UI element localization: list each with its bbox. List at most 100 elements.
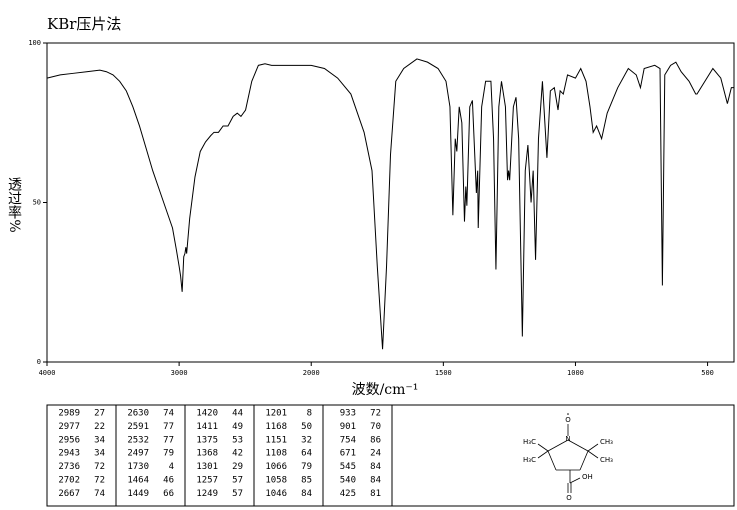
peak-wavenumber: 754 — [340, 435, 356, 445]
peak-wavenumber: 2956 — [58, 435, 80, 445]
peak-transmittance: 22 — [94, 422, 105, 432]
bond — [579, 450, 589, 471]
peak-transmittance: 42 — [232, 449, 243, 459]
atom-label: CH₃ — [600, 438, 613, 446]
peak-wavenumber: 2736 — [58, 462, 80, 472]
peak-wavenumber: 933 — [340, 409, 356, 419]
x-tick-label: 1500 — [435, 369, 452, 377]
atom-label: CH₃ — [600, 456, 613, 464]
bond — [587, 443, 599, 452]
x-tick-label: 3000 — [171, 369, 188, 377]
peak-transmittance: 49 — [232, 422, 243, 432]
atom-label: H₃C — [523, 456, 536, 464]
peak-wavenumber: 901 — [340, 422, 356, 432]
peak-wavenumber: 671 — [340, 449, 356, 459]
peak-wavenumber: 545 — [340, 462, 356, 472]
peak-wavenumber: 1108 — [265, 449, 287, 459]
peak-transmittance: 64 — [301, 449, 312, 459]
peak-wavenumber: 540 — [340, 476, 356, 486]
peak-wavenumber: 2591 — [127, 422, 149, 432]
peak-transmittance: 84 — [301, 489, 312, 499]
atom-label: O — [565, 416, 571, 424]
peak-wavenumber: 1420 — [196, 409, 218, 419]
bond — [547, 450, 557, 471]
radical-dot — [567, 413, 569, 415]
bond — [569, 477, 581, 484]
peak-wavenumber: 1249 — [196, 489, 218, 499]
peak-wavenumber: 1168 — [265, 422, 287, 432]
x-tick-label: 4000 — [39, 369, 56, 377]
peak-wavenumber: 1058 — [265, 476, 287, 486]
peak-transmittance: 8 — [307, 409, 312, 419]
structure-labels: O N H₃C H₃C CH₃ CH₃ OH O — [523, 413, 613, 502]
peak-wavenumber: 2667 — [58, 489, 80, 499]
peak-transmittance: 77 — [163, 435, 174, 445]
peak-wavenumber: 1375 — [196, 435, 218, 445]
peak-transmittance: 29 — [232, 462, 243, 472]
chart-title: KBr压片法 — [47, 15, 121, 33]
peak-transmittance: 81 — [370, 489, 381, 499]
peak-wavenumber: 1449 — [127, 489, 149, 499]
peak-transmittance: 86 — [370, 435, 381, 445]
peak-transmittance: 32 — [301, 435, 312, 445]
peak-transmittance: 79 — [163, 449, 174, 459]
atom-label: OH — [582, 473, 593, 481]
peak-transmittance: 50 — [301, 422, 312, 432]
bond — [537, 450, 549, 459]
plot-frame — [46, 42, 735, 363]
y-axis-label: 透过率% — [6, 177, 22, 232]
peak-wavenumber: 1201 — [265, 409, 287, 419]
peak-wavenumber: 2630 — [127, 409, 149, 419]
peak-wavenumber: 1301 — [196, 462, 218, 472]
y-tick-label: 50 — [33, 199, 41, 207]
peak-transmittance: 57 — [232, 489, 243, 499]
peak-wavenumber: 2943 — [58, 449, 80, 459]
peak-wavenumber: 1151 — [265, 435, 287, 445]
peak-transmittance: 72 — [94, 476, 105, 486]
peak-transmittance: 27 — [94, 409, 105, 419]
peak-wavenumber: 1046 — [265, 489, 287, 499]
peak-transmittance: 72 — [94, 462, 105, 472]
peak-wavenumber: 1257 — [196, 476, 218, 486]
peak-wavenumber: 2497 — [127, 449, 149, 459]
x-tick-label: 500 — [701, 369, 714, 377]
peak-transmittance: 74 — [163, 409, 174, 419]
peak-wavenumber: 2977 — [58, 422, 80, 432]
table-frame — [46, 404, 735, 507]
peak-wavenumber: 2702 — [58, 476, 80, 486]
spectrum-line — [46, 58, 734, 350]
peak-wavenumber: 1066 — [265, 462, 287, 472]
bond — [587, 450, 599, 459]
y-tick-label: 0 — [37, 358, 41, 366]
bond — [547, 439, 569, 452]
peak-transmittance: 44 — [232, 409, 243, 419]
atom-label: N — [565, 435, 570, 443]
peak-transmittance: 72 — [370, 409, 381, 419]
peak-transmittance: 70 — [370, 422, 381, 432]
y-tick-label: 100 — [28, 39, 41, 47]
peak-wavenumber: 1368 — [196, 449, 218, 459]
peak-transmittance: 34 — [94, 449, 105, 459]
peak-transmittance: 77 — [163, 422, 174, 432]
peak-wavenumber: 1730 — [127, 462, 149, 472]
peak-transmittance: 74 — [94, 489, 105, 499]
atom-label: O — [566, 494, 572, 502]
peak-wavenumber: 1411 — [196, 422, 218, 432]
peak-transmittance: 53 — [232, 435, 243, 445]
peak-transmittance: 24 — [370, 449, 381, 459]
peak-wavenumber: 425 — [340, 489, 356, 499]
bond — [537, 443, 549, 452]
peak-transmittance: 66 — [163, 489, 174, 499]
peak-transmittance: 34 — [94, 435, 105, 445]
peak-transmittance: 84 — [370, 462, 381, 472]
peak-transmittance: 4 — [169, 462, 174, 472]
structure — [537, 424, 599, 493]
peak-wavenumber: 2532 — [127, 435, 149, 445]
x-tick-label: 2000 — [303, 369, 320, 377]
peak-transmittance: 85 — [301, 476, 312, 486]
x-tick-label: 1000 — [567, 369, 584, 377]
bond — [567, 439, 589, 452]
peak-wavenumber: 1464 — [127, 476, 149, 486]
